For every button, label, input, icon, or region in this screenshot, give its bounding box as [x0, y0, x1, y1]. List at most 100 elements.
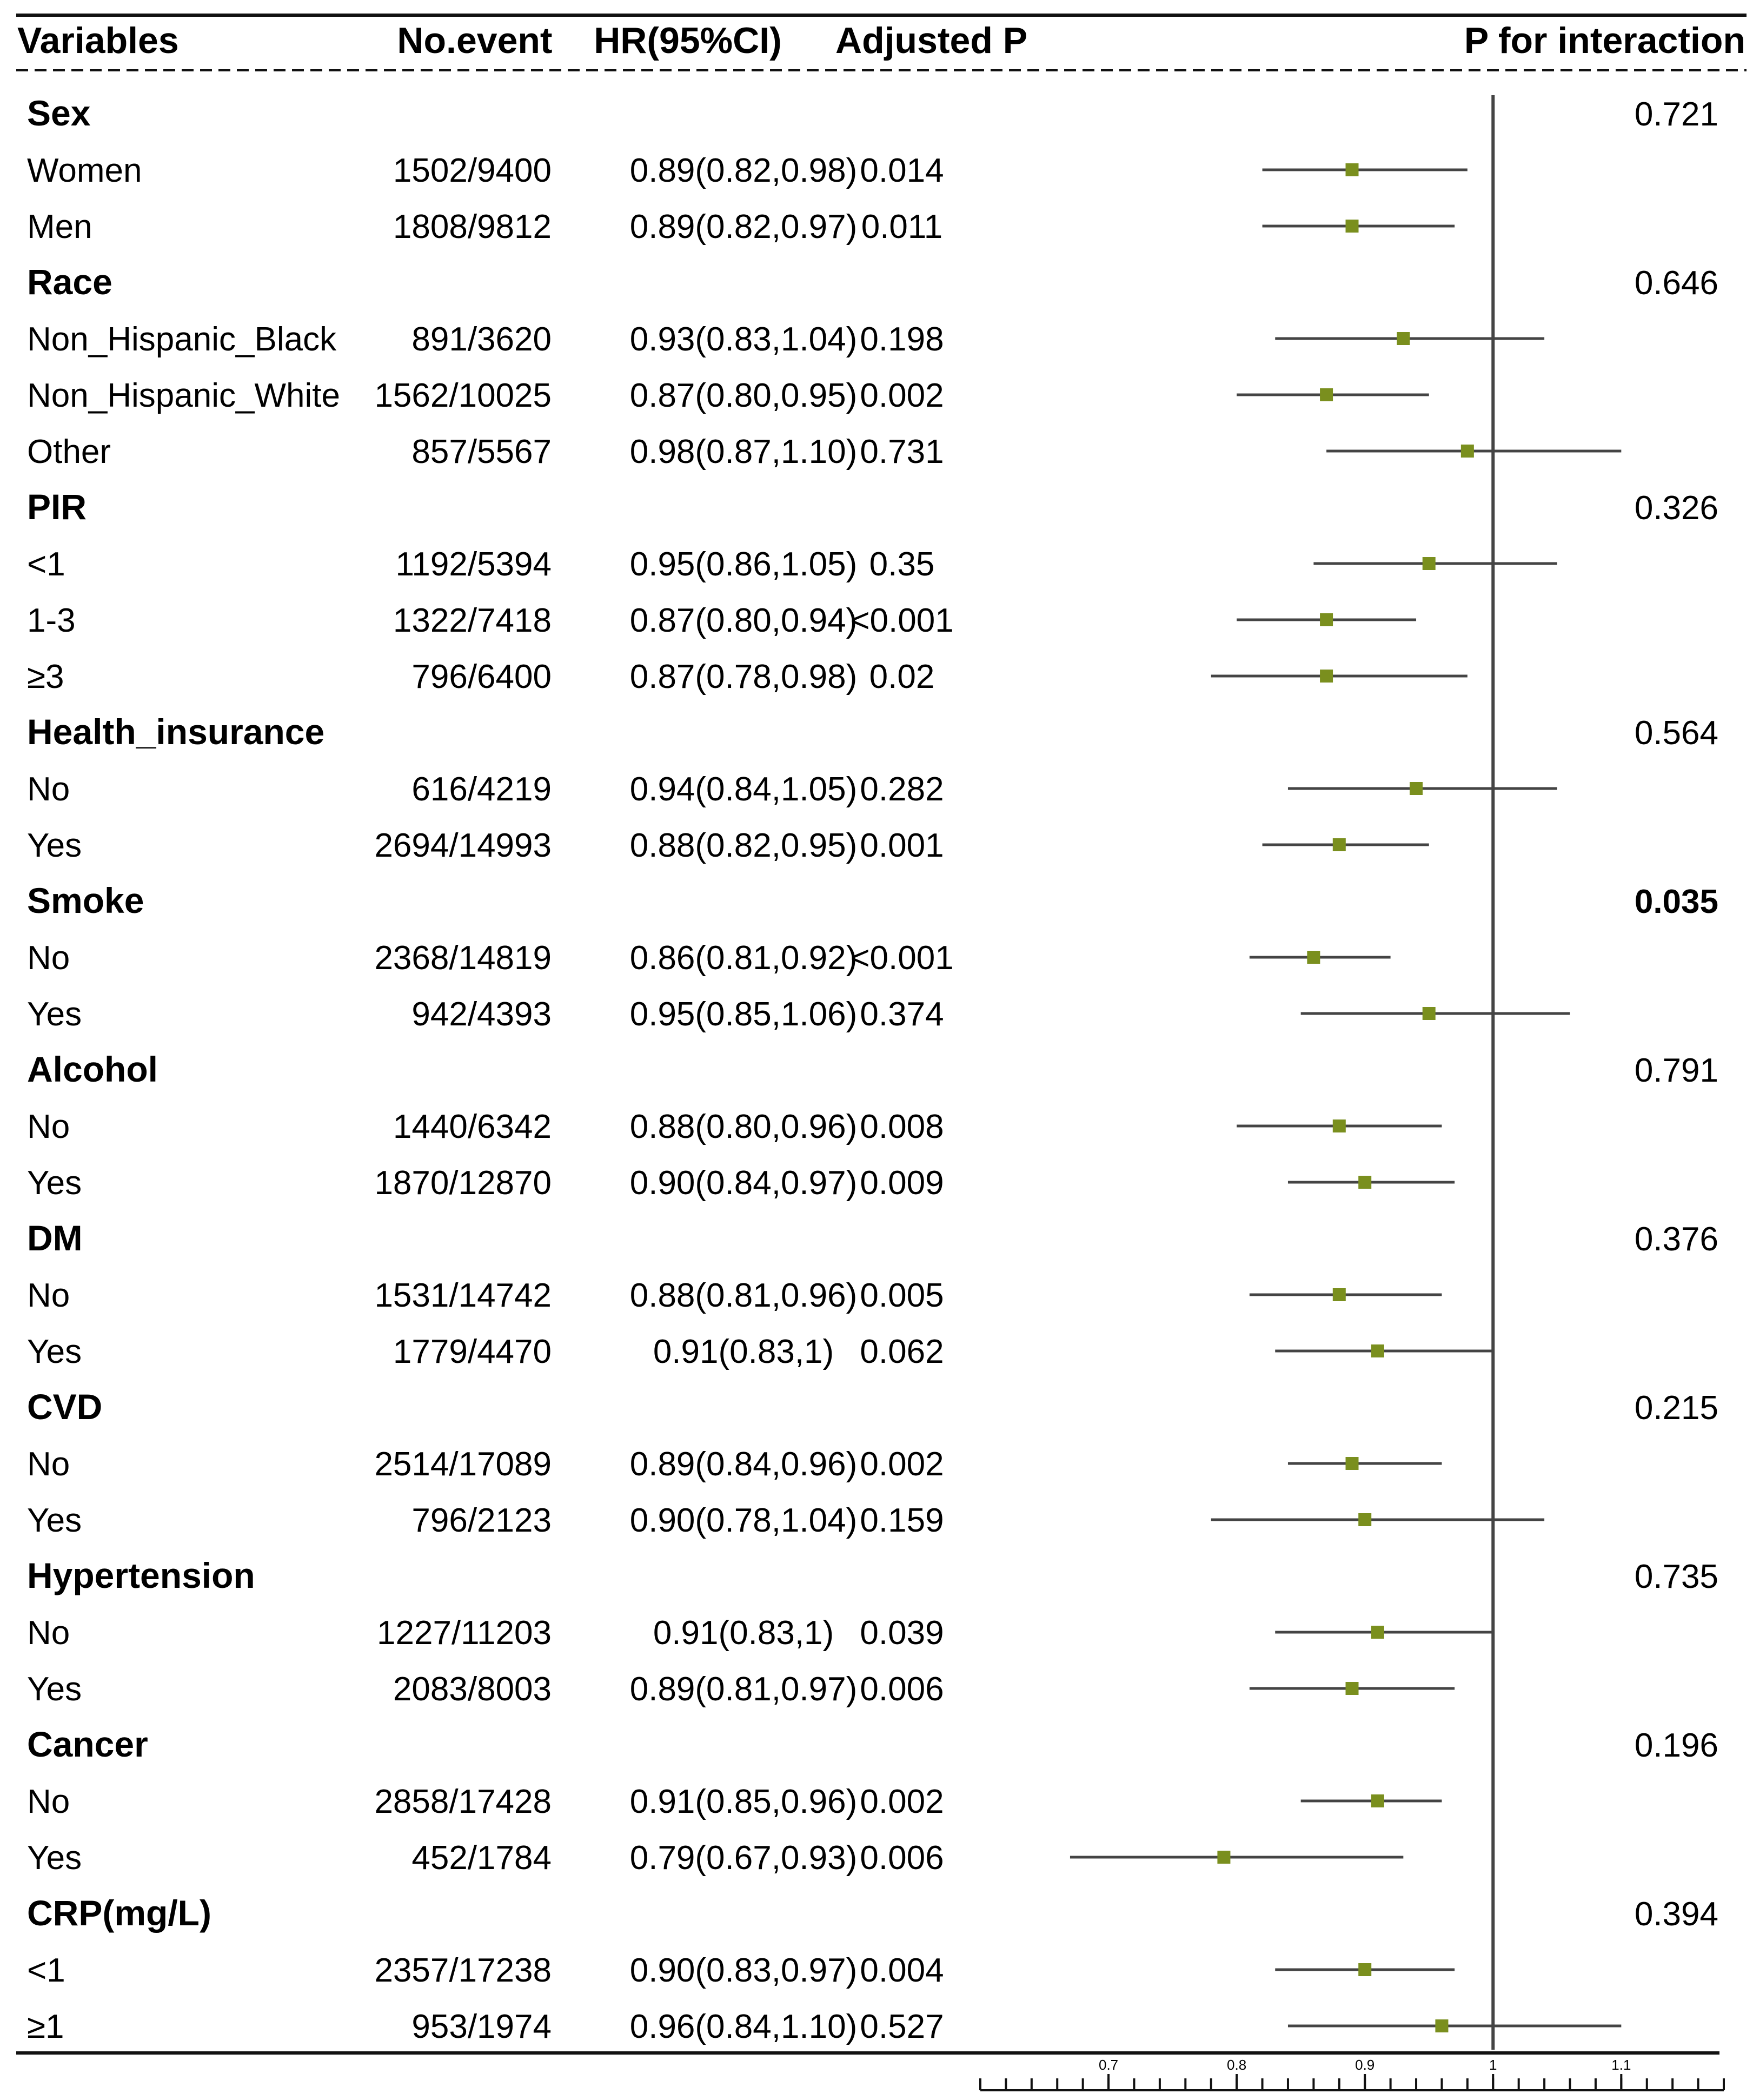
group-label: Sex [27, 93, 91, 133]
hr-ci-text: 0.90(0.83,0.97) [630, 1952, 858, 1989]
group-label: PIR [27, 487, 87, 527]
group-label: DM [27, 1218, 83, 1258]
header-adjusted-p: Adjusted P [835, 20, 1027, 61]
subgroup-label: Yes [27, 1671, 82, 1708]
x-axis: 0.7 0.8 0.9 1 1.1 [979, 2057, 1725, 2091]
hr-ci-text: 0.95(0.86,1.05) [630, 546, 858, 583]
hr-point [1320, 670, 1333, 683]
adjusted-p-value: 0.002 [860, 1783, 944, 1820]
subgroup-label: Men [27, 208, 92, 246]
p-interaction-value: 0.215 [1635, 1389, 1718, 1427]
p-interaction-value: 0.376 [1635, 1221, 1718, 1258]
hr-ci-text: 0.89(0.84,0.96) [630, 1446, 858, 1483]
adjusted-p-value: 0.006 [860, 1671, 944, 1708]
hr-point [1332, 1119, 1346, 1132]
adjusted-p-value: 0.282 [860, 771, 944, 808]
hr-point [1410, 782, 1423, 795]
group-label: CRP(mg/L) [27, 1893, 211, 1933]
subgroup-label: No [27, 1108, 70, 1145]
subgroup-label: No [27, 1277, 70, 1314]
group-label: Hypertension [27, 1555, 255, 1595]
adjusted-p-value: 0.006 [860, 1839, 944, 1877]
hr-ci-text: 0.88(0.81,0.96) [630, 1277, 858, 1314]
event-count: 1227/11203 [377, 1614, 552, 1652]
hr-ci-text: 0.87(0.80,0.94) [630, 602, 858, 639]
hr-point [1332, 838, 1346, 851]
hr-ci-text: 0.95(0.85,1.06) [630, 996, 858, 1033]
p-interaction-value: 0.326 [1635, 489, 1718, 527]
hr-ci-text: 0.96(0.84,1.10) [630, 2008, 858, 2045]
hr-point [1307, 951, 1320, 964]
hr-point [1358, 1513, 1372, 1526]
hr-ci-text: 0.87(0.80,0.95) [630, 377, 858, 414]
subgroup-label: Non_Hispanic_Black [27, 321, 337, 358]
adjusted-p-value: 0.35 [869, 546, 935, 583]
adjusted-p-value: 0.001 [860, 827, 944, 864]
hr-ci-text: 0.89(0.82,0.97) [630, 208, 858, 246]
hr-ci-text: 0.91(0.83,1) [653, 1614, 834, 1652]
table-header: Variables No.event HR(95%CI) Adjusted P … [17, 20, 1745, 61]
header-p-interaction: P for interaction [1464, 20, 1745, 61]
header-variables: Variables [17, 20, 179, 61]
hr-point [1358, 1176, 1372, 1189]
group-label: Smoke [27, 880, 144, 920]
event-count: 1531/14742 [374, 1277, 552, 1314]
hr-ci-text: 0.90(0.84,0.97) [630, 1164, 858, 1202]
header-hr: HR(95%CI) [594, 20, 782, 61]
hr-point [1320, 388, 1333, 401]
event-count: 1502/9400 [393, 152, 552, 189]
x-tick-label: 0.9 [1355, 2057, 1374, 2073]
hr-point [1397, 332, 1410, 345]
adjusted-p-value: 0.009 [860, 1164, 944, 1202]
event-count: 452/1784 [411, 1839, 552, 1877]
adjusted-p-value: 0.062 [860, 1333, 944, 1370]
adjusted-p-value: 0.008 [860, 1108, 944, 1145]
subgroup-label: ≥3 [27, 658, 64, 695]
adjusted-p-value: 0.011 [861, 208, 943, 246]
subgroup-label: No [27, 1614, 70, 1652]
event-count: 2083/8003 [393, 1671, 552, 1708]
adjusted-p-value: 0.039 [860, 1614, 944, 1652]
adjusted-p-value: 0.005 [860, 1277, 944, 1314]
hr-ci-text: 0.98(0.87,1.10) [630, 433, 858, 471]
subgroup-label: No [27, 771, 70, 808]
event-count: 2357/17238 [374, 1952, 552, 1989]
group-label: Alcohol [27, 1049, 158, 1089]
subgroup-label: Yes [27, 827, 82, 864]
hr-ci-text: 0.91(0.85,0.96) [630, 1783, 858, 1820]
subgroup-label: Yes [27, 1502, 82, 1539]
hr-point [1345, 1682, 1359, 1695]
subgroup-label: No [27, 1783, 70, 1820]
group-label: Health_insurance [27, 712, 324, 752]
adjusted-p-value: <0.001 [850, 602, 953, 639]
subgroup-label: ≥1 [27, 2008, 64, 2045]
adjusted-p-value: 0.374 [860, 996, 944, 1033]
p-interaction-value: 0.646 [1635, 264, 1718, 302]
p-interaction-value: 0.735 [1635, 1558, 1718, 1595]
hr-ci-text: 0.89(0.81,0.97) [630, 1671, 858, 1708]
hr-point [1345, 220, 1359, 233]
adjusted-p-value: 0.004 [860, 1952, 944, 1989]
adjusted-p-value: 0.527 [860, 2008, 944, 2045]
hr-point [1422, 557, 1436, 570]
hr-point [1345, 163, 1359, 176]
hr-point [1217, 1851, 1231, 1864]
event-count: 891/3620 [411, 321, 552, 358]
x-tick-label: 1.1 [1611, 2057, 1631, 2073]
event-count: 2858/17428 [374, 1783, 552, 1820]
adjusted-p-value: 0.002 [860, 1446, 944, 1483]
hr-ci-text: 0.88(0.82,0.95) [630, 827, 858, 864]
hr-ci-text: 0.93(0.83,1.04) [630, 321, 858, 358]
p-interaction-value: 0.564 [1635, 714, 1718, 752]
hr-point [1460, 445, 1474, 458]
p-interaction-value: 0.791 [1635, 1052, 1718, 1089]
hr-ci-text: 0.88(0.80,0.96) [630, 1108, 858, 1145]
hr-point [1435, 2019, 1449, 2032]
event-count: 2368/14819 [374, 939, 552, 977]
hr-point [1332, 1288, 1346, 1301]
subgroup-label: Yes [27, 1839, 82, 1877]
hr-point [1371, 1344, 1384, 1357]
event-count: 2694/14993 [374, 827, 552, 864]
subgroup-label: Other [27, 433, 111, 471]
